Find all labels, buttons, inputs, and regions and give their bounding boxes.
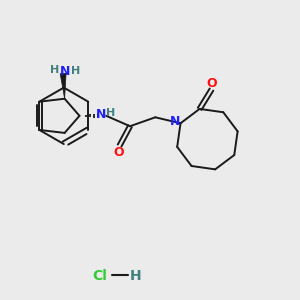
Text: O: O <box>207 77 218 90</box>
Text: O: O <box>113 146 124 159</box>
Text: N: N <box>170 115 180 128</box>
Text: H: H <box>106 108 115 118</box>
Text: N: N <box>96 107 106 121</box>
Text: H: H <box>50 65 59 75</box>
Text: H: H <box>130 269 142 283</box>
Text: Cl: Cl <box>92 269 107 283</box>
Polygon shape <box>60 73 66 99</box>
Text: N: N <box>60 64 71 78</box>
Text: H: H <box>71 66 80 76</box>
